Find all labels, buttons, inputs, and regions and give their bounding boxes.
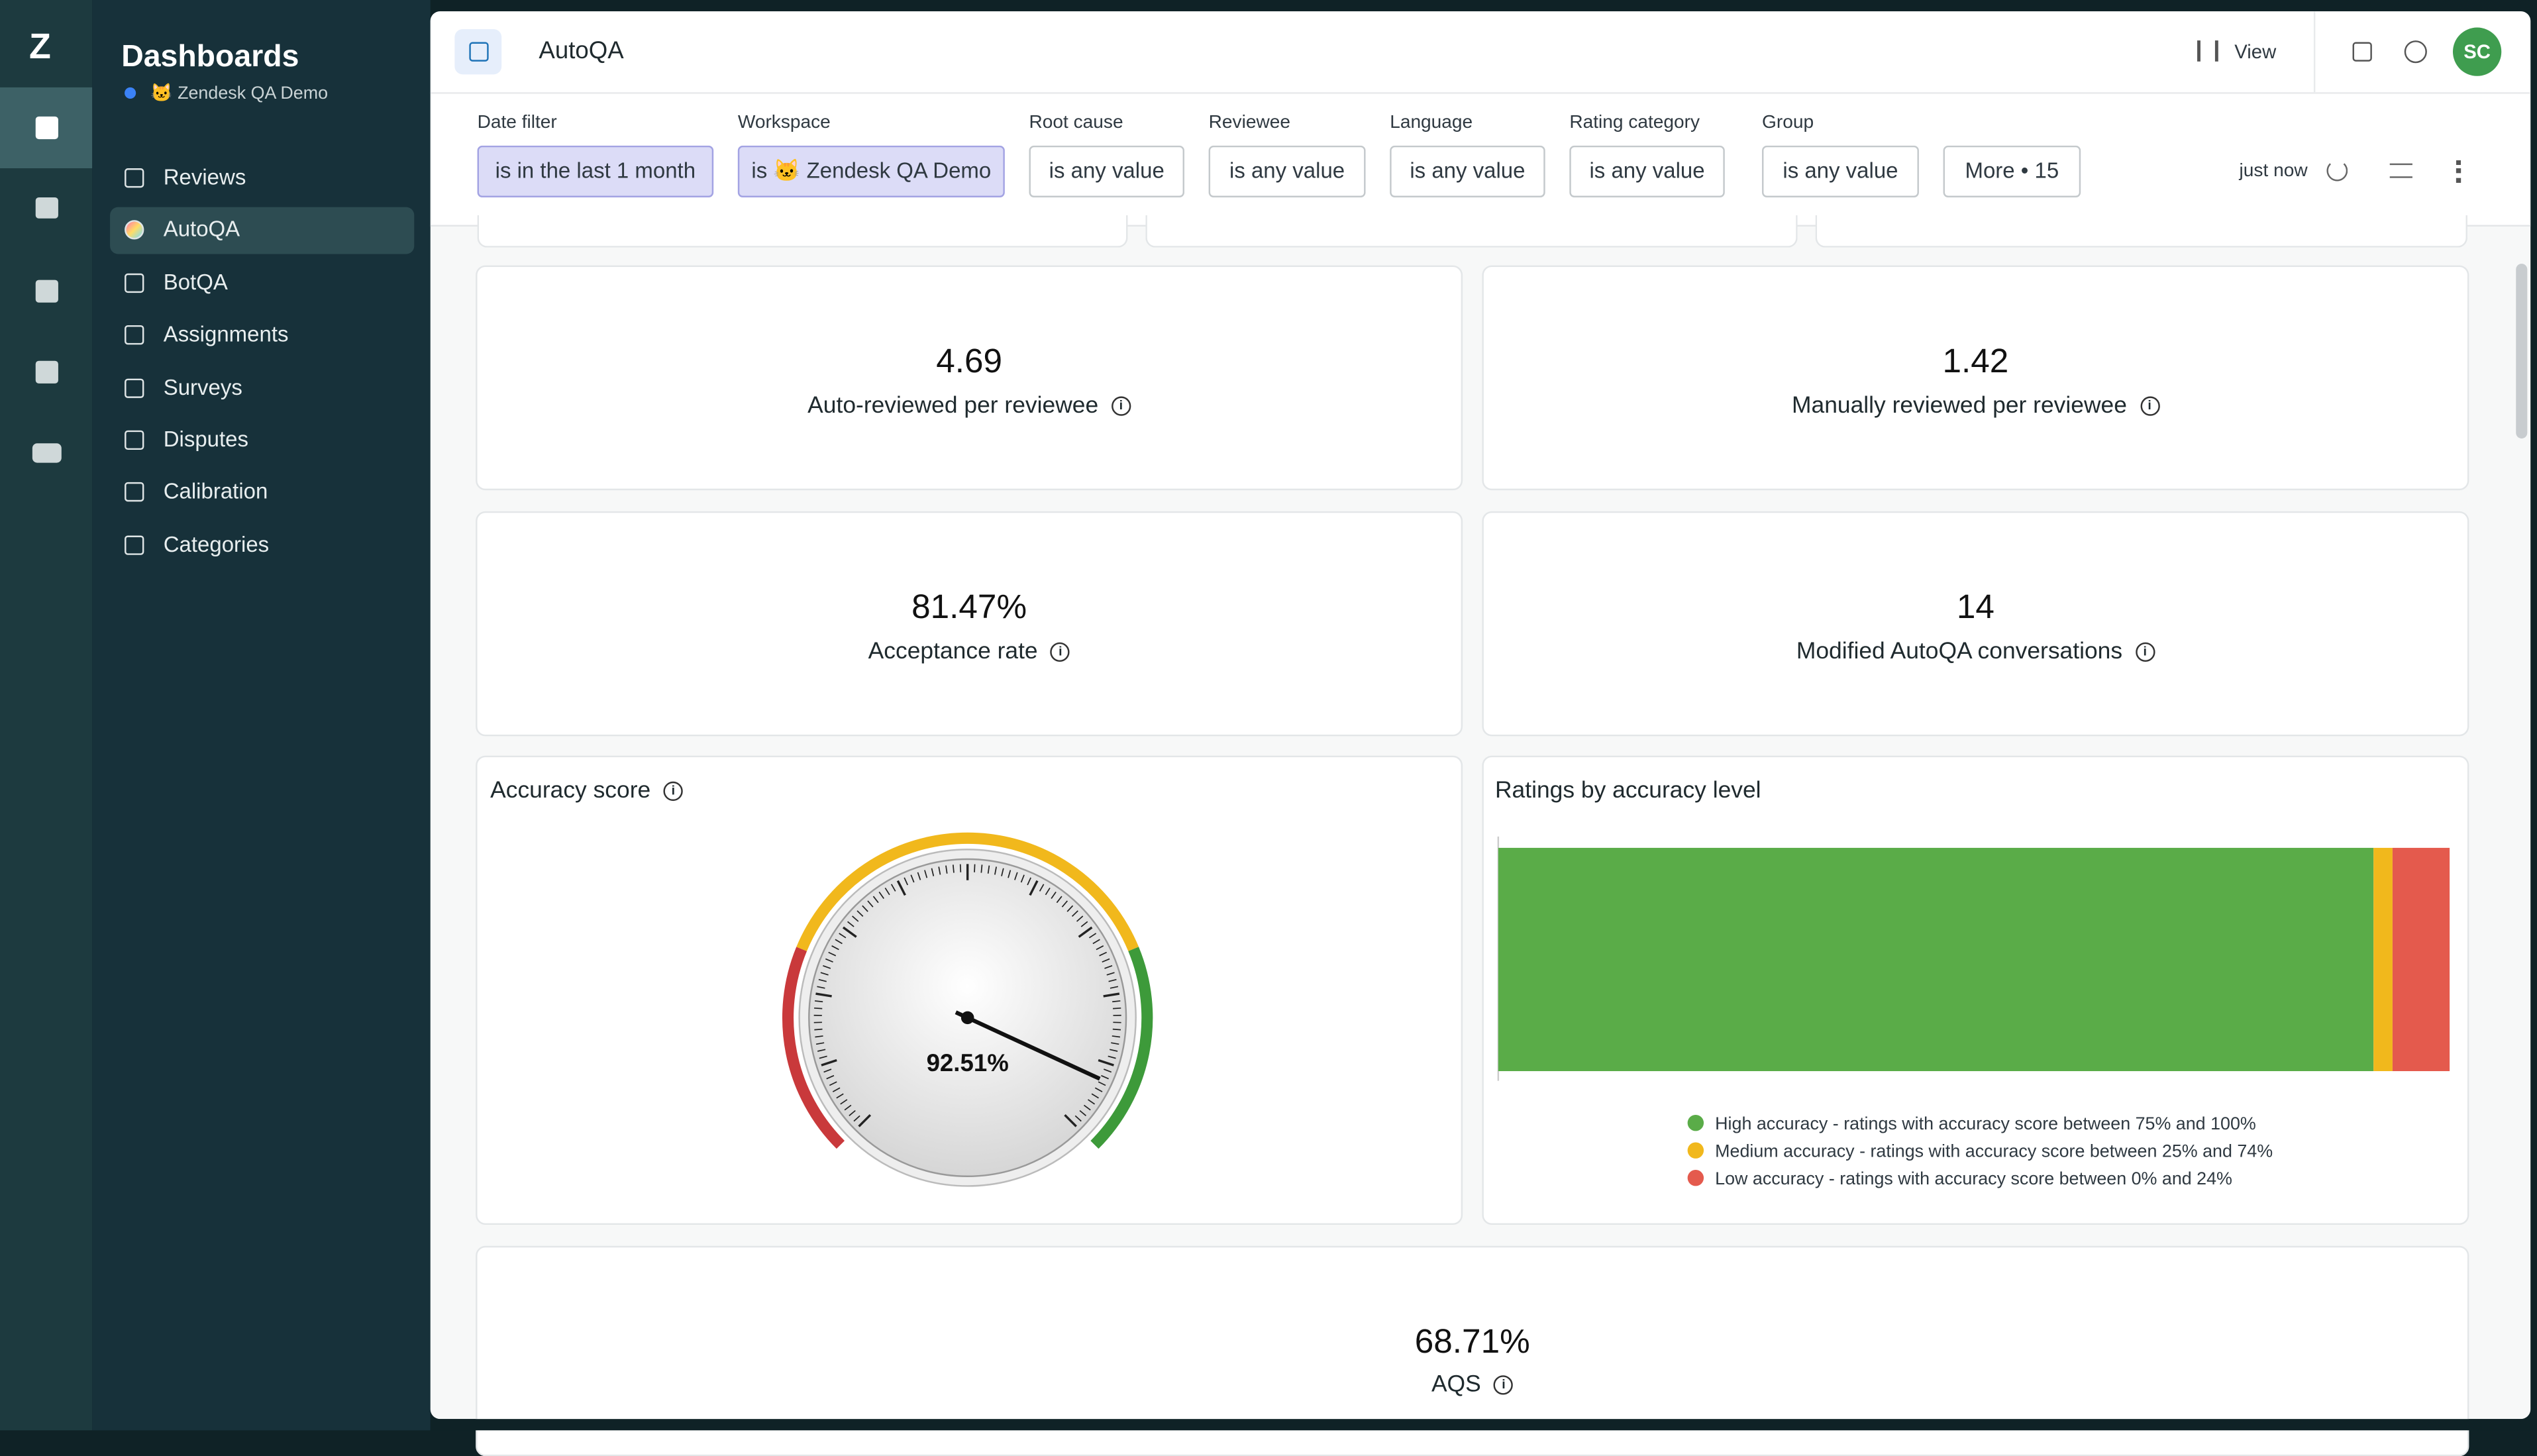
gauge-tick xyxy=(814,1029,822,1030)
needle-hub xyxy=(961,1012,974,1025)
bar-segment xyxy=(1498,848,2373,1071)
gauge-value: 92.51% xyxy=(927,1049,1009,1076)
gauge-tick xyxy=(981,864,982,872)
gauge-tick xyxy=(974,864,975,872)
bar-segment xyxy=(2393,848,2450,1071)
gauge-tick xyxy=(953,864,954,872)
legend-label: Low accuracy - ratings with accuracy sco… xyxy=(1715,1169,2232,1188)
bar-segment xyxy=(2373,848,2393,1071)
legend-dot xyxy=(1688,1142,1704,1158)
legend-dot xyxy=(1688,1170,1704,1186)
legend-dot xyxy=(1688,1115,1704,1131)
gauge-tick xyxy=(814,1008,822,1009)
gauge-tick xyxy=(1113,1029,1121,1030)
gauge-tick xyxy=(1113,1008,1121,1009)
gauge-tick xyxy=(960,864,961,872)
legend-label: Medium accuracy - ratings with accuracy … xyxy=(1715,1141,2273,1161)
legend-label: High accuracy - ratings with accuracy sc… xyxy=(1715,1114,2256,1133)
